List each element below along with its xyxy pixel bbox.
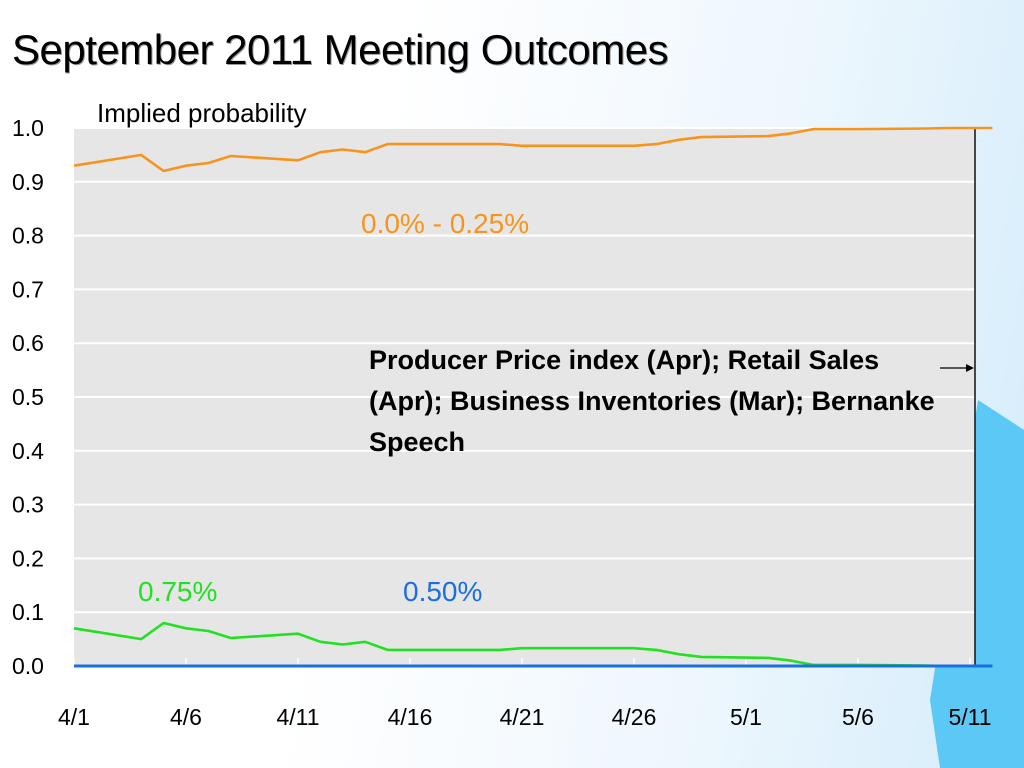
slide-title: September 2011 Meeting Outcomes [12,26,669,73]
x-tick-label: 4/6 [170,704,202,730]
chart-subtitle: Implied probability [97,98,307,128]
x-tick-label: 4/11 [276,704,319,730]
gridlines [74,127,975,614]
x-tick-label: 5/1 [730,704,762,730]
annotation-text: Producer Price index (Apr); Retail Sales… [369,345,935,457]
x-tick-label: 4/21 [500,704,545,730]
series-label-0-0-to-0-25: 0.0% - 0.25% [361,208,529,239]
y-tick-label: 0.9 [12,169,44,195]
x-tick-label: 4/1 [58,704,90,730]
x-tick-label: 4/26 [612,704,657,730]
y-tick-labels: 0.0 0.1 0.2 0.3 0.4 0.5 0.6 0.7 0.8 0.9 1.0 [12,115,44,679]
y-tick-label: 0.2 [12,545,44,571]
y-tick-label: 0.0 [12,653,44,679]
annotation-arrow [940,364,974,372]
series-lines [73,126,993,668]
y-tick-label: 0.1 [12,599,44,625]
y-tick-label: 0.3 [12,492,44,518]
x-tick-labels: 4/1 4/6 4/11 4/16 4/21 4/26 5/1 5/6 5/11 [58,704,992,730]
series-line-0 [73,126,993,173]
series-label-0-75: 0.75% [138,576,217,607]
y-tick-label: 1.0 [12,115,44,141]
y-tick-label: 0.8 [12,223,44,249]
x-tick-label: 5/6 [842,704,874,730]
y-tick-label: 0.5 [12,384,44,410]
y-tick-label: 0.4 [12,438,44,464]
decorative-corner-shape [930,400,1024,768]
y-tick-label: 0.7 [12,276,44,302]
x-tick-label: 4/16 [388,704,433,730]
series-label-0-50: 0.50% [403,576,482,607]
y-tick-label: 0.6 [12,330,44,356]
x-tick-label: 5/11 [948,704,991,730]
